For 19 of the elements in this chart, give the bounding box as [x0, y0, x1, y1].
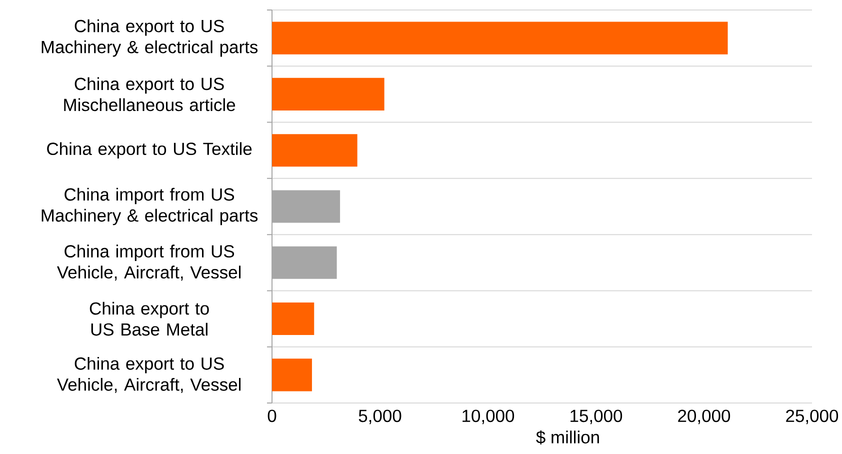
y-tick-label: China export to US Machinery & electrical parts	[42, 19, 258, 57]
x-tick-label: 25,000	[786, 410, 838, 424]
bar	[272, 302, 314, 336]
bar	[272, 134, 358, 167]
x-tick-label: 20,000	[678, 410, 730, 424]
x-tick-label: 0	[268, 410, 276, 422]
y-tick-label: China export to US Vehicle, Aircraft, Vessel	[56, 356, 241, 393]
y-tick-label: China export to US Textile	[47, 142, 252, 159]
x-tick-label: 5,000	[358, 410, 402, 424]
bar	[272, 358, 312, 392]
x-tick-label: 10,000	[462, 410, 514, 424]
x-axis-title: $ million	[536, 430, 599, 445]
y-tick-label: China export to US Mischellaneous article	[64, 77, 236, 112]
y-tick-label: China import from US Machinery & electrical parts	[42, 188, 258, 226]
x-tick-label: 15,000	[570, 410, 622, 424]
bar	[272, 78, 384, 110]
y-tick-label: China import from US Vehicle, Aircraft, Vessel	[56, 244, 241, 281]
y-tick-label: China export to US Base Metal	[90, 302, 209, 336]
bar	[272, 22, 728, 54]
